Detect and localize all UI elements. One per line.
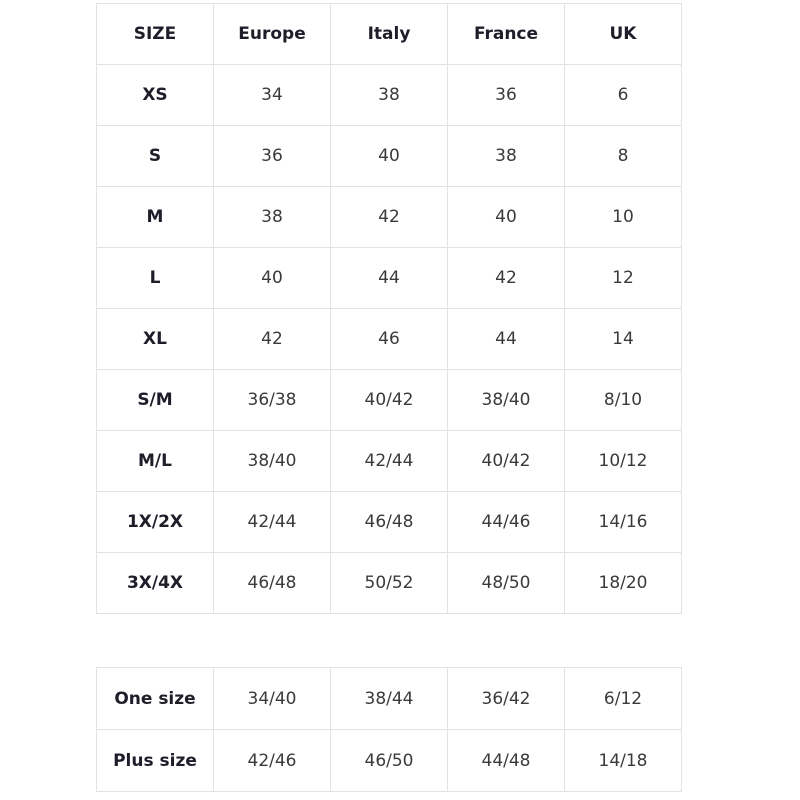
table-row: 3X/4X 46/48 50/52 48/50 18/20 [96, 552, 682, 614]
header-row: SIZE Europe Italy France UK [96, 3, 682, 65]
size-value-cell: 36 [447, 64, 565, 126]
size-value-cell: 6 [564, 64, 682, 126]
table-row: XL 42 46 44 14 [96, 308, 682, 370]
size-value-cell: 44 [330, 247, 448, 309]
size-value-cell: 42/44 [330, 430, 448, 492]
size-value-cell: 48/50 [447, 552, 565, 614]
size-value-cell: 42 [447, 247, 565, 309]
size-value-cell: 42 [330, 186, 448, 248]
size-value-cell: 44/46 [447, 491, 565, 553]
size-value-cell: 38/40 [213, 430, 331, 492]
size-conversion-table: SIZE Europe Italy France UK XS 34 38 36 6 S 36 40 38 8… [96, 3, 682, 614]
size-value-cell: 36 [213, 125, 331, 187]
size-value-cell: 38/44 [330, 667, 448, 730]
size-value-cell: 46/48 [213, 552, 331, 614]
size-value-cell: 10/12 [564, 430, 682, 492]
size-value-cell: 14/16 [564, 491, 682, 553]
size-value-cell: 40 [447, 186, 565, 248]
size-label-cell: L [96, 247, 214, 309]
size-label-cell: One size [96, 667, 214, 730]
size-label-cell: M/L [96, 430, 214, 492]
size-value-cell: 8/10 [564, 369, 682, 431]
size-value-cell: 40 [213, 247, 331, 309]
table-row: One size 34/40 38/44 36/42 6/12 [96, 667, 682, 730]
table-row: M 38 42 40 10 [96, 186, 682, 248]
size-value-cell: 38 [213, 186, 331, 248]
size-label-cell: Plus size [96, 729, 214, 792]
table-row: 1X/2X 42/44 46/48 44/46 14/16 [96, 491, 682, 553]
size-value-cell: 40 [330, 125, 448, 187]
size-value-cell: 14/18 [564, 729, 682, 792]
size-value-cell: 46/48 [330, 491, 448, 553]
size-value-cell: 10 [564, 186, 682, 248]
column-header: Italy [330, 3, 448, 65]
table-row: S/M 36/38 40/42 38/40 8/10 [96, 369, 682, 431]
size-label-cell: 1X/2X [96, 491, 214, 553]
size-value-cell: 42/44 [213, 491, 331, 553]
table-row: Plus size 42/46 46/50 44/48 14/18 [96, 729, 682, 792]
size-label-cell: XL [96, 308, 214, 370]
size-value-cell: 42 [213, 308, 331, 370]
column-header: SIZE [96, 3, 214, 65]
table-row: L 40 44 42 12 [96, 247, 682, 309]
size-value-cell: 18/20 [564, 552, 682, 614]
size-value-cell: 40/42 [447, 430, 565, 492]
size-value-cell: 38 [447, 125, 565, 187]
size-value-cell: 46 [330, 308, 448, 370]
table-row: M/L 38/40 42/44 40/42 10/12 [96, 430, 682, 492]
size-value-cell: 44 [447, 308, 565, 370]
column-header: Europe [213, 3, 331, 65]
size-value-cell: 34 [213, 64, 331, 126]
size-value-cell: 42/46 [213, 729, 331, 792]
size-value-cell: 38 [330, 64, 448, 126]
column-header: UK [564, 3, 682, 65]
size-value-cell: 36/38 [213, 369, 331, 431]
size-label-cell: S/M [96, 369, 214, 431]
table-row: S 36 40 38 8 [96, 125, 682, 187]
size-label-cell: XS [96, 64, 214, 126]
size-value-cell: 50/52 [330, 552, 448, 614]
size-value-cell: 6/12 [564, 667, 682, 730]
column-header: France [447, 3, 565, 65]
size-value-cell: 34/40 [213, 667, 331, 730]
table-row: XS 34 38 36 6 [96, 64, 682, 126]
size-value-cell: 14 [564, 308, 682, 370]
one-plus-size-table: One size 34/40 38/44 36/42 6/12 Plus size 42/4… [96, 667, 682, 792]
size-value-cell: 12 [564, 247, 682, 309]
size-label-cell: 3X/4X [96, 552, 214, 614]
size-value-cell: 44/48 [447, 729, 565, 792]
size-label-cell: S [96, 125, 214, 187]
size-value-cell: 40/42 [330, 369, 448, 431]
size-label-cell: M [96, 186, 214, 248]
size-value-cell: 36/42 [447, 667, 565, 730]
size-value-cell: 38/40 [447, 369, 565, 431]
size-value-cell: 8 [564, 125, 682, 187]
size-value-cell: 46/50 [330, 729, 448, 792]
